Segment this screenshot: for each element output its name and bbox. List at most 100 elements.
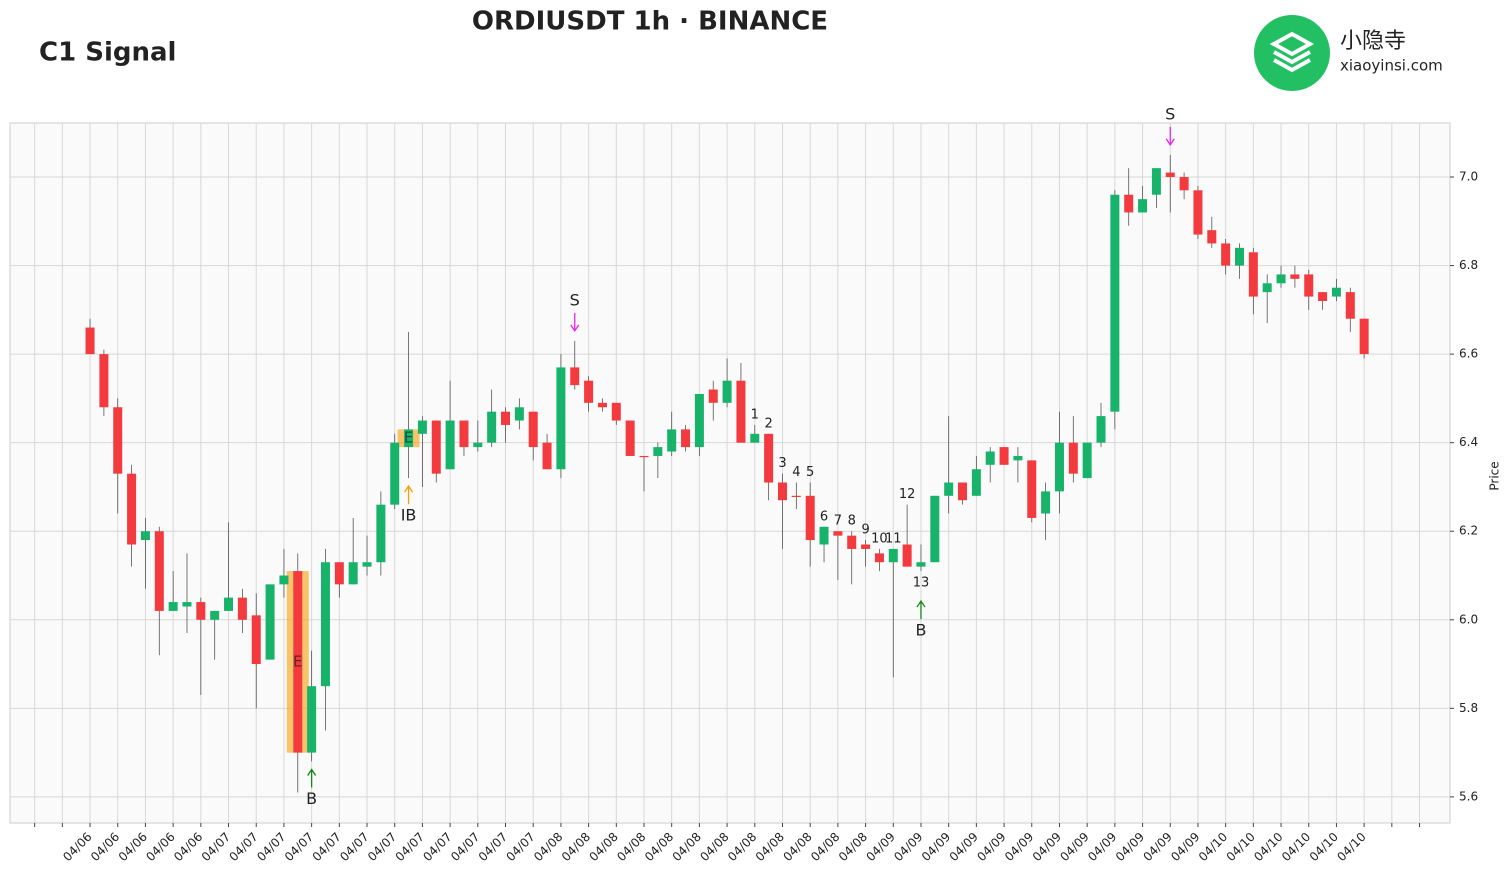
signal-arrow bbox=[916, 599, 926, 620]
candle-body bbox=[1068, 442, 1078, 474]
count-label: 10 bbox=[871, 531, 888, 546]
candle-body bbox=[1027, 460, 1037, 518]
candle-body bbox=[307, 686, 317, 753]
candle-body bbox=[597, 402, 607, 408]
candle-body bbox=[210, 610, 220, 620]
y-tick-label: 6.2 bbox=[1459, 524, 1478, 538]
candle-body bbox=[1248, 252, 1258, 297]
candle-body bbox=[320, 562, 330, 687]
x-tick-label: 04/09 bbox=[1057, 830, 1091, 864]
x-tick-label: 04/09 bbox=[1168, 830, 1202, 864]
signal-label: IB bbox=[401, 506, 417, 525]
candle-body bbox=[334, 562, 344, 585]
count-label: 11 bbox=[885, 531, 902, 546]
candle-body bbox=[1138, 199, 1148, 213]
candle-body bbox=[888, 548, 898, 563]
x-tick-label: 04/07 bbox=[420, 830, 454, 864]
x-tick-label: 04/10 bbox=[1307, 830, 1341, 864]
candle-body bbox=[791, 495, 801, 498]
signal-label: S bbox=[570, 290, 580, 309]
x-tick-label: 04/10 bbox=[1251, 830, 1285, 864]
candle-body bbox=[639, 455, 649, 458]
x-tick-label: 04/07 bbox=[310, 830, 344, 864]
candle-body bbox=[251, 615, 261, 665]
candle-body bbox=[916, 562, 926, 567]
candle-body bbox=[514, 407, 524, 421]
candle-body bbox=[265, 584, 275, 660]
candle-body bbox=[362, 562, 372, 567]
logo-icon bbox=[1269, 31, 1315, 73]
candle-body bbox=[404, 429, 414, 448]
x-tick-label: 04/06 bbox=[116, 830, 150, 864]
candle-body bbox=[224, 597, 234, 611]
candle-body bbox=[376, 504, 386, 563]
signal-label: B bbox=[915, 621, 926, 640]
candle-body bbox=[154, 531, 164, 611]
count-label: 3 bbox=[778, 456, 786, 471]
x-tick-label: 04/09 bbox=[891, 830, 925, 864]
candle-body bbox=[127, 473, 137, 545]
x-tick-label: 04/07 bbox=[393, 830, 427, 864]
candle-body bbox=[1345, 292, 1355, 319]
candle-body bbox=[625, 420, 635, 456]
candle-body bbox=[958, 482, 968, 501]
zone-label: E bbox=[404, 429, 413, 447]
brand-name: 小隐寺 bbox=[1340, 29, 1406, 54]
x-tick-label: 04/08 bbox=[670, 830, 704, 864]
candle-body bbox=[833, 531, 843, 536]
x-tick-label: 04/08 bbox=[614, 830, 648, 864]
candle-body bbox=[528, 411, 538, 448]
candle-body bbox=[667, 429, 677, 452]
count-label: 2 bbox=[764, 416, 772, 431]
x-tick-label: 04/10 bbox=[1334, 830, 1368, 864]
candle-body bbox=[902, 544, 912, 567]
candle-body bbox=[1193, 190, 1203, 235]
count-label: 6 bbox=[820, 509, 828, 524]
candle-body bbox=[750, 433, 760, 443]
candle-body bbox=[722, 380, 732, 403]
x-tick-label: 04/09 bbox=[919, 830, 953, 864]
y-tick-label: 5.8 bbox=[1459, 701, 1478, 715]
x-tick-label: 04/08 bbox=[531, 830, 565, 864]
x-tick-label: 04/07 bbox=[476, 830, 510, 864]
candle-body bbox=[1082, 442, 1092, 479]
x-tick-label: 04/08 bbox=[808, 830, 842, 864]
x-tick-label: 04/07 bbox=[365, 830, 399, 864]
candle-body bbox=[1331, 287, 1341, 297]
x-tick-label: 04/07 bbox=[199, 830, 233, 864]
y-tick-label: 5.6 bbox=[1459, 789, 1478, 803]
signal-arrow bbox=[1165, 126, 1175, 147]
logo: 小隐寺 xiaoyinsi.com bbox=[1254, 15, 1443, 91]
y-tick-label: 6.8 bbox=[1459, 258, 1478, 272]
y-tick-label: 6.4 bbox=[1459, 435, 1478, 449]
candle-body bbox=[708, 389, 718, 403]
candle-body bbox=[293, 571, 303, 753]
x-tick-label: 04/07 bbox=[226, 830, 260, 864]
signal-arrow bbox=[404, 484, 414, 505]
candle-body bbox=[348, 562, 358, 585]
candle-body bbox=[168, 602, 178, 611]
candle-body bbox=[182, 602, 192, 607]
x-tick-label: 04/09 bbox=[1030, 830, 1064, 864]
x-tick-label: 04/09 bbox=[1113, 830, 1147, 864]
count-label: 4 bbox=[792, 465, 800, 480]
count-label: 12 bbox=[899, 487, 916, 502]
candle-body bbox=[653, 447, 663, 456]
x-tick-label: 04/06 bbox=[143, 830, 177, 864]
candle-body bbox=[805, 495, 815, 541]
candle-body bbox=[570, 367, 580, 386]
y-axis-label: Price bbox=[1488, 461, 1502, 490]
candle-body bbox=[473, 442, 483, 448]
candle-body bbox=[459, 420, 469, 448]
candle-body bbox=[985, 451, 995, 465]
candle-body bbox=[196, 602, 206, 620]
x-tick-label: 04/07 bbox=[448, 830, 482, 864]
zone-label: E bbox=[293, 652, 302, 670]
candle-body bbox=[99, 354, 109, 408]
y-tick-label: 7.0 bbox=[1459, 170, 1478, 184]
x-tick-label: 04/09 bbox=[1140, 830, 1174, 864]
candle-body bbox=[611, 402, 621, 421]
candle-body bbox=[584, 380, 594, 403]
candle-body bbox=[847, 535, 857, 549]
